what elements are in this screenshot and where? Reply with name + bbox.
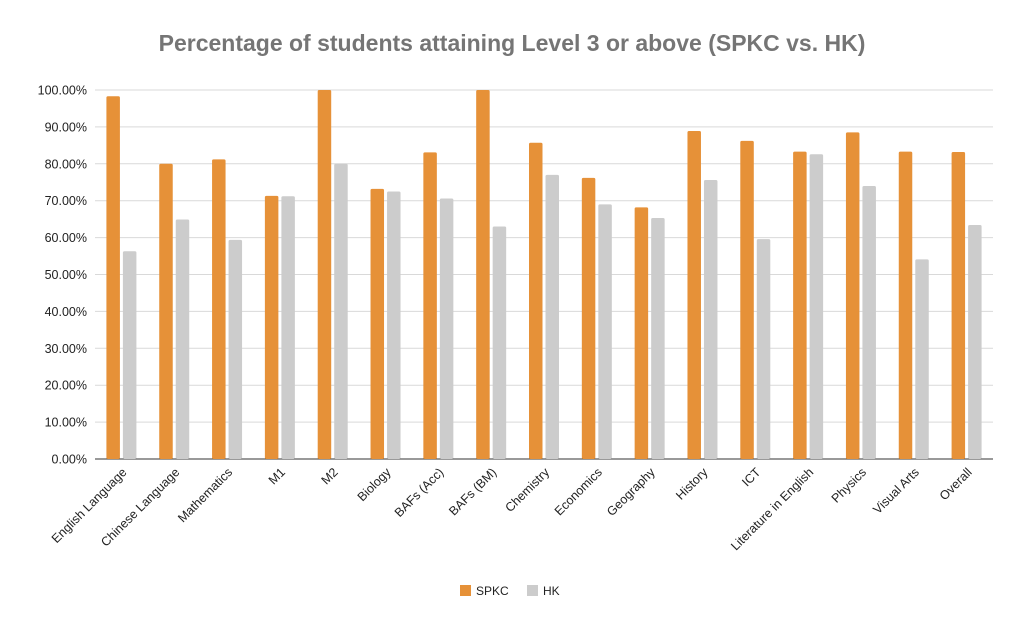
bar-spkc [370,188,385,459]
y-tick-label: 90.00% [45,120,87,134]
x-tick-label: Biology [355,465,394,504]
bar-hk [703,180,718,459]
bar-spkc [264,195,279,459]
y-tick-label: 80.00% [45,157,87,171]
bar-spkc [740,140,754,459]
y-tick-label: 40.00% [45,305,87,319]
bar-hk [387,191,401,459]
y-tick-label: 70.00% [45,194,87,208]
bar-spkc [106,96,120,459]
bar-hk [651,218,665,459]
bar-spkc [423,152,437,459]
x-tick-label: BAFs (BM) [446,465,499,518]
bar-hk [545,174,559,459]
x-tick-label: Visual Arts [870,465,921,516]
bar-spkc [529,142,543,459]
bar-spkc [476,90,490,459]
x-tick-label: Economics [552,465,605,518]
bar-hk [862,185,876,459]
y-tick-label: 50.00% [45,268,87,282]
x-tick-label: M1 [266,465,288,487]
bar-hk [439,198,454,459]
bar-hk [915,259,929,459]
y-tick-label: 100.00% [38,84,87,98]
bar-hk [122,251,137,459]
bar-hk [756,239,771,459]
legend-label-spkc: SPKC [476,584,509,598]
bar-spkc [898,151,913,460]
bar-spkc [212,159,226,459]
y-tick-label: 20.00% [45,379,87,393]
chart-title: Percentage of students attaining Level 3… [158,30,866,56]
bar-hk [492,226,507,459]
bar-hk [334,163,348,460]
bar-hk [968,225,982,459]
bar-spkc [581,177,596,459]
bar-spkc [317,90,332,459]
bar-hk [281,196,295,459]
y-tick-label: 10.00% [45,416,87,430]
bar-hk [175,219,190,459]
x-tick-label: Physics [829,465,869,505]
legend-swatch-spkc [460,585,471,596]
x-tick-label: Mathematics [175,465,235,525]
legend-swatch-hk [527,585,538,596]
bar-spkc [687,130,701,460]
bar-spkc [634,207,649,459]
y-tick-label: 30.00% [45,342,87,356]
y-tick-label: 60.00% [45,231,87,245]
y-tick-label: 0.00% [52,453,87,467]
x-tick-label: History [673,465,711,503]
x-tick-label: BAFs (Acc) [392,465,447,520]
bar-hk [228,239,243,459]
bar-hk [809,154,824,459]
x-tick-label: Geography [604,465,658,519]
bar-spkc [159,163,173,460]
x-tick-label: ICT [739,465,763,489]
bar-spkc [793,151,807,460]
bar-spkc [845,132,860,459]
x-tick-label: Overall [937,465,975,503]
bar-hk [598,204,612,459]
bar-spkc [951,151,966,459]
x-tick-label: M2 [319,465,341,487]
x-tick-label: Chemistry [502,465,552,515]
legend-label-hk: HK [543,584,560,598]
